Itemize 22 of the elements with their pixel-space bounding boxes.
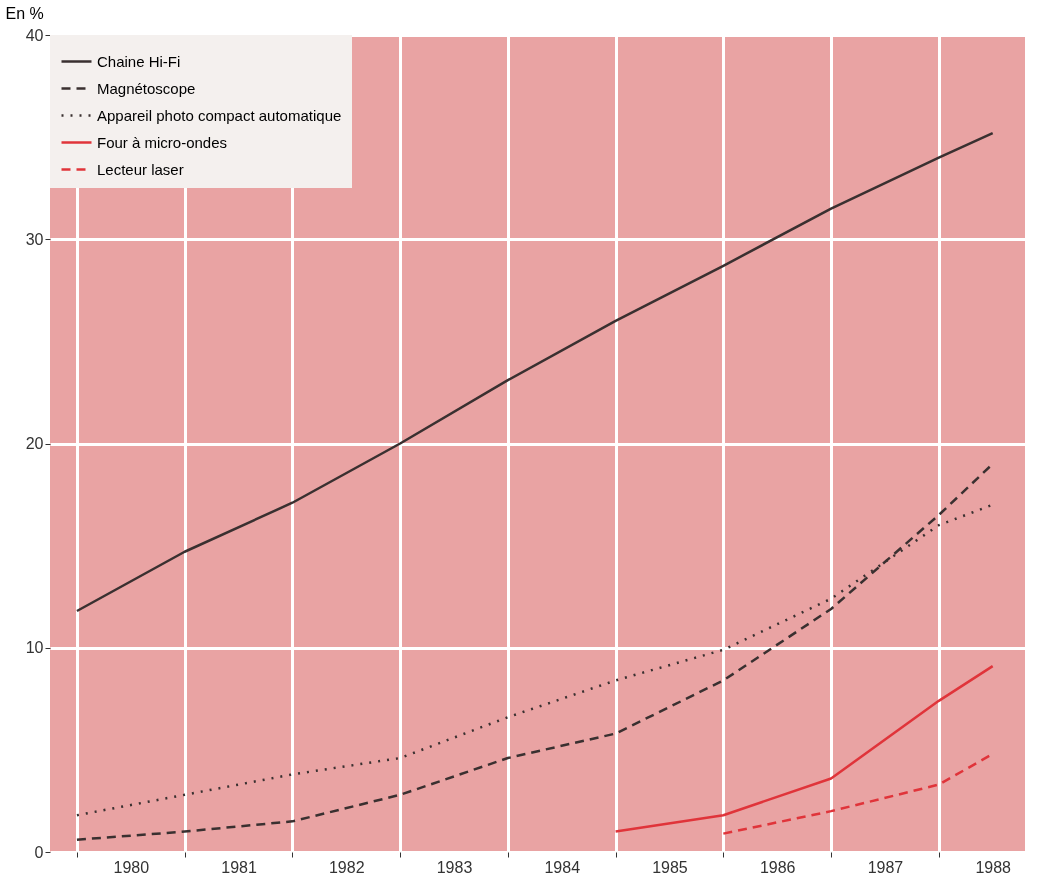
y-tick-label: 10 (25, 639, 44, 657)
x-tick-label: 1988 (975, 858, 1012, 876)
x-tick-label: 1981 (221, 858, 257, 876)
x-tick-label: 1984 (544, 858, 581, 876)
y-tick-label: 20 (25, 435, 44, 452)
x-tick-label: 1987 (867, 858, 904, 876)
y-axis-title: En % (5, 4, 44, 22)
legend-label: Chaine Hi-Fi (97, 52, 181, 70)
line-series (75, 131, 994, 613)
x-tick-label: 1986 (759, 858, 796, 876)
x-tick-label: 1980 (113, 858, 150, 876)
y-tick-label: 0 (34, 843, 44, 861)
y-tick-label: 40 (25, 26, 44, 44)
legend-label: Lecteur laser (97, 160, 184, 178)
line-series (614, 664, 994, 833)
y-tick-label: 30 (25, 230, 44, 248)
x-tick-label: 1985 (652, 858, 688, 876)
x-tick-label: 1982 (328, 858, 365, 876)
x-tick-label: 1983 (436, 858, 473, 876)
legend-label: Four à micro-ondes (97, 133, 228, 151)
legend-label: Magnétoscope (97, 79, 196, 97)
legend-label: Appareil photo compact automatique (97, 106, 342, 124)
